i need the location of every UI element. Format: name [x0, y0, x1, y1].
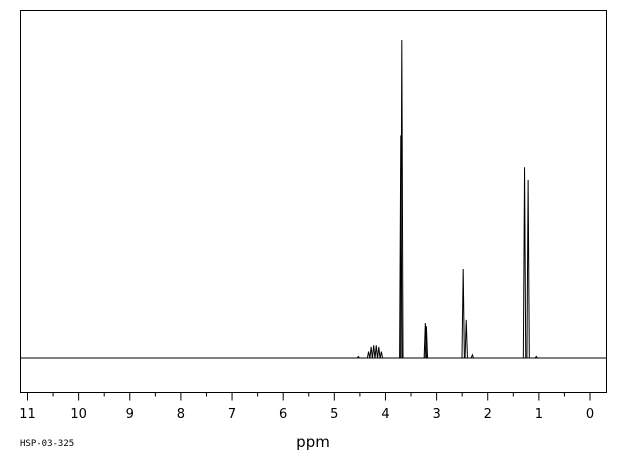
x-tick-label: 10 — [70, 407, 87, 422]
x-tick-label: 11 — [19, 407, 36, 422]
x-axis-label: ppm — [296, 433, 330, 451]
spectrum-peak — [369, 346, 373, 359]
spectrum-peak — [423, 323, 428, 359]
spectrum-peak — [522, 167, 527, 359]
x-axis: 11 10 9 8 7 6 5 4 3 2 1 0 — [19, 392, 594, 422]
sample-id-footnote: HSP-03-325 — [20, 439, 74, 449]
spectrum-trace — [20, 39, 607, 359]
spectrum-peak — [366, 351, 371, 359]
x-tick-label: 5 — [330, 407, 338, 422]
spectrum-peak — [374, 345, 378, 359]
spectrum-peak — [400, 39, 404, 359]
spectrum-peak — [377, 346, 381, 359]
x-tick-label: 0 — [586, 407, 594, 422]
x-tick-label: 8 — [177, 407, 185, 422]
spectrum-peak — [464, 319, 468, 359]
x-tick-label: 7 — [228, 407, 236, 422]
spectrum-peak — [424, 326, 429, 359]
spectrum-peak — [379, 351, 384, 359]
spectrum-peak — [470, 353, 475, 359]
plot-frame — [20, 10, 607, 393]
spectrum-peak — [461, 268, 465, 359]
x-tick-label: 6 — [279, 407, 287, 422]
spectrum-peak — [399, 135, 403, 359]
x-tick-label: 1 — [535, 407, 543, 422]
x-tick-label: 3 — [432, 407, 440, 422]
spectrum-peak — [526, 179, 530, 359]
spectrum-peak — [356, 355, 360, 359]
x-tick-label: 2 — [484, 407, 492, 422]
x-tick-label: 4 — [381, 407, 389, 422]
spectrum-peak — [371, 345, 376, 359]
x-tick-label: 9 — [126, 407, 134, 422]
spectrum-peak — [534, 355, 538, 359]
